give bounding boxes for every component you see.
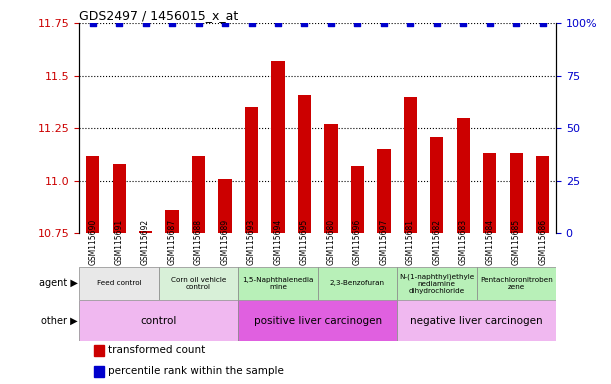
Point	[406, 20, 415, 26]
Bar	[510, 154, 523, 233]
Text: GSM115689: GSM115689	[221, 219, 230, 265]
Text: GSM115690: GSM115690	[88, 219, 97, 265]
Text: GSM115681: GSM115681	[406, 219, 415, 265]
Text: GSM115682: GSM115682	[433, 219, 441, 265]
Bar	[318, 266, 397, 300]
Bar	[79, 266, 159, 300]
Point	[326, 20, 336, 26]
Point	[88, 20, 98, 26]
Bar	[324, 124, 337, 233]
Bar	[477, 266, 556, 300]
Point	[220, 20, 230, 26]
Point	[379, 20, 389, 26]
Text: GSM115696: GSM115696	[353, 219, 362, 265]
Text: percentile rank within the sample: percentile rank within the sample	[108, 366, 284, 376]
Bar	[219, 179, 232, 233]
Text: GSM115680: GSM115680	[326, 219, 335, 265]
Bar	[271, 61, 285, 233]
Text: GSM115691: GSM115691	[115, 219, 123, 265]
Point	[141, 20, 150, 26]
Text: GSM115685: GSM115685	[512, 219, 521, 265]
Point	[299, 20, 309, 26]
Bar	[112, 164, 126, 233]
Bar	[404, 97, 417, 233]
Text: other ▶: other ▶	[42, 316, 78, 326]
Text: GSM115695: GSM115695	[300, 219, 309, 265]
Bar	[166, 210, 179, 233]
Bar	[238, 266, 318, 300]
Bar	[159, 266, 238, 300]
Bar	[397, 300, 556, 341]
Bar	[377, 149, 390, 233]
Bar	[483, 154, 496, 233]
Bar	[298, 94, 311, 233]
Text: GSM115694: GSM115694	[274, 219, 282, 265]
Point	[511, 20, 521, 26]
Text: N-(1-naphthyl)ethyle
nediamine
dihydrochloride: N-(1-naphthyl)ethyle nediamine dihydroch…	[399, 273, 475, 293]
Bar	[397, 266, 477, 300]
Bar	[238, 300, 397, 341]
Bar	[351, 166, 364, 233]
Text: GSM115692: GSM115692	[141, 219, 150, 265]
Text: GSM115688: GSM115688	[194, 219, 203, 265]
Text: Feed control: Feed control	[97, 280, 142, 286]
Bar	[93, 366, 104, 377]
Point	[194, 20, 203, 26]
Text: GSM115686: GSM115686	[538, 219, 547, 265]
Text: 1,5-Naphthalenedia
mine: 1,5-Naphthalenedia mine	[243, 277, 313, 290]
Text: transformed count: transformed count	[108, 344, 205, 354]
Text: GSM115687: GSM115687	[167, 219, 177, 265]
Point	[167, 20, 177, 26]
Text: Corn oil vehicle
control: Corn oil vehicle control	[171, 277, 226, 290]
Text: 2,3-Benzofuran: 2,3-Benzofuran	[330, 280, 385, 286]
Bar	[536, 156, 549, 233]
Text: positive liver carcinogen: positive liver carcinogen	[254, 316, 382, 326]
Bar	[430, 137, 444, 233]
Point	[273, 20, 283, 26]
Point	[485, 20, 495, 26]
Bar	[79, 300, 238, 341]
Point	[538, 20, 547, 26]
Text: agent ▶: agent ▶	[39, 278, 78, 288]
Text: Pentachloronitroben
zene: Pentachloronitroben zene	[480, 277, 553, 290]
Bar	[86, 156, 99, 233]
Text: GDS2497 / 1456015_x_at: GDS2497 / 1456015_x_at	[79, 9, 239, 22]
Text: GSM115684: GSM115684	[485, 219, 494, 265]
Point	[353, 20, 362, 26]
Point	[432, 20, 442, 26]
Text: GSM115693: GSM115693	[247, 219, 256, 265]
Text: control: control	[141, 316, 177, 326]
Point	[247, 20, 257, 26]
Point	[458, 20, 468, 26]
Bar	[245, 107, 258, 233]
Bar	[93, 345, 104, 356]
Text: GSM115697: GSM115697	[379, 219, 389, 265]
Bar	[192, 156, 205, 233]
Point	[114, 20, 124, 26]
Bar	[139, 231, 152, 233]
Text: negative liver carcinogen: negative liver carcinogen	[410, 316, 543, 326]
Text: GSM115683: GSM115683	[459, 219, 468, 265]
Bar	[456, 118, 470, 233]
